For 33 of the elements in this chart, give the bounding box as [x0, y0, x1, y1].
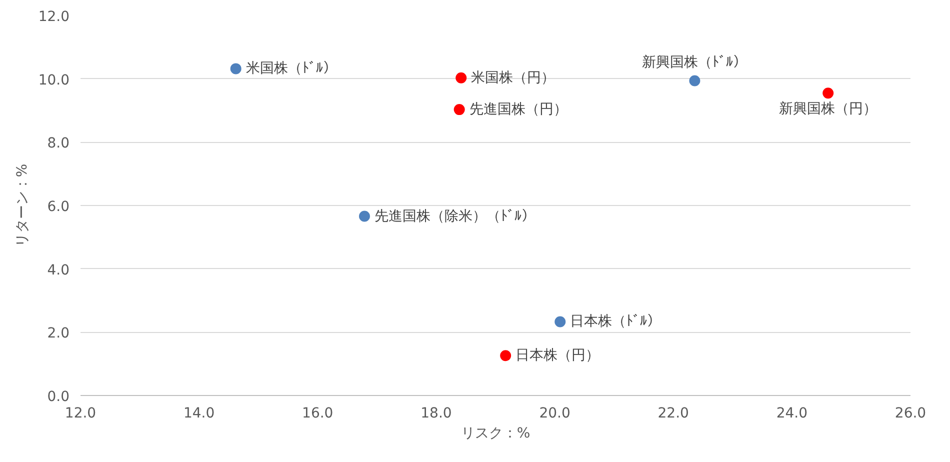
x-tick-label: 14.0: [183, 406, 215, 422]
point: [554, 316, 566, 328]
annotation: 日本株（ﾄﾞﾙ）: [570, 314, 662, 330]
x-tick-label: 16.0: [302, 406, 334, 422]
x-tick-label: 18.0: [420, 406, 452, 422]
y-tick-label: 4.0: [47, 262, 70, 278]
y-tick-label: 12.0: [38, 9, 70, 25]
x-tick-label: 26.0: [894, 406, 926, 422]
annotation: 先進国株（除米）（ﾄﾞﾙ）: [374, 208, 536, 224]
x-tick-label: 24.0: [776, 406, 808, 422]
annotation: 新興国株（円）: [779, 101, 878, 118]
point: [454, 104, 465, 116]
y-tick-label: 2.0: [47, 326, 70, 342]
y-tick-label: 10.0: [38, 72, 70, 88]
point: [689, 75, 700, 86]
annotation: 先進国株（円）: [469, 102, 568, 118]
y-tick-label: 0.0: [47, 389, 70, 405]
point: [358, 210, 370, 222]
annotation: 日本株（円）: [516, 348, 600, 364]
annotation: 米国株（円）: [471, 70, 556, 86]
y-tick-label: 8.0: [47, 136, 70, 152]
annotation: 米国株（ﾄﾞﾙ）: [246, 60, 337, 77]
x-tick-label: 12.0: [64, 406, 96, 422]
x-axis-title: リスク：%: [460, 426, 530, 442]
point: [230, 63, 242, 74]
point: [822, 88, 834, 99]
x-tick-label: 22.0: [658, 406, 689, 422]
annotation: 新興国株（ﾄﾞﾙ）: [642, 54, 748, 71]
x-tick-label: 20.0: [539, 406, 570, 422]
point: [456, 72, 467, 84]
y-axis-title: リターン：%: [14, 164, 30, 248]
y-tick-label: 6.0: [47, 199, 70, 215]
point: [500, 350, 512, 362]
